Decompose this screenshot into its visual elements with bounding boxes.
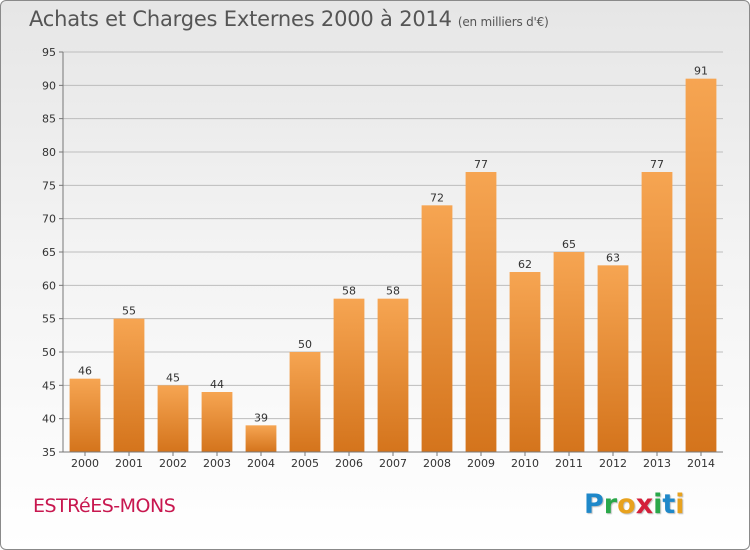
data-label-2009: 77 xyxy=(474,158,488,171)
y-tick-label: 50 xyxy=(42,346,56,359)
x-tick-label: 2010 xyxy=(511,457,539,470)
bar-2014 xyxy=(685,78,717,453)
x-tick-label: 2013 xyxy=(643,457,671,470)
data-label-2001: 55 xyxy=(122,305,136,318)
y-tick-label: 85 xyxy=(42,113,56,126)
bar-2000 xyxy=(69,378,101,452)
logo-letter: i xyxy=(675,489,685,520)
bar-2004 xyxy=(245,425,277,452)
bar-2007 xyxy=(377,298,409,452)
bar-2010 xyxy=(509,272,541,452)
y-tick-label: 90 xyxy=(42,79,56,92)
y-tick-label: 70 xyxy=(42,213,56,226)
bar-2009 xyxy=(465,172,497,452)
y-tick-label: 75 xyxy=(42,179,56,192)
logo-letter: t xyxy=(662,489,676,520)
x-tick-label: 2009 xyxy=(467,457,495,470)
logo-letter: o xyxy=(617,489,636,520)
y-tick-label: 65 xyxy=(42,246,56,259)
chart-subtitle: (en milliers d'€) xyxy=(457,15,549,29)
logo-letter: i xyxy=(653,489,663,520)
data-label-2006: 58 xyxy=(342,285,356,298)
x-tick-label: 2014 xyxy=(687,457,715,470)
data-label-2013: 77 xyxy=(650,158,664,171)
y-tick-label: 35 xyxy=(42,446,56,459)
data-label-2002: 45 xyxy=(166,371,180,384)
data-label-2014: 91 xyxy=(694,65,708,78)
bar-2005 xyxy=(289,352,321,452)
commune-name: ESTRéES-MONS xyxy=(33,495,176,517)
bar-2003 xyxy=(201,392,233,452)
x-tick-label: 2012 xyxy=(599,457,627,470)
chart-title: Achats et Charges Externes 2000 à 2014 (e… xyxy=(29,7,549,31)
data-label-2004: 39 xyxy=(254,411,268,424)
proxiti-logo: Proxiti xyxy=(584,489,685,520)
x-tick-label: 2006 xyxy=(335,457,363,470)
bar-2012 xyxy=(597,265,629,452)
data-label-2005: 50 xyxy=(298,338,312,351)
bar-2011 xyxy=(553,252,585,452)
y-tick-label: 80 xyxy=(42,146,56,159)
x-tick-label: 2008 xyxy=(423,457,451,470)
logo-letter: r xyxy=(603,489,618,520)
bar-2013 xyxy=(641,172,673,452)
data-label-2012: 63 xyxy=(606,251,620,264)
data-label-2010: 62 xyxy=(518,258,532,271)
bar-2006 xyxy=(333,298,365,452)
x-tick-label: 2007 xyxy=(379,457,407,470)
y-tick-label: 95 xyxy=(42,46,56,59)
y-tick-label: 40 xyxy=(42,413,56,426)
data-label-2003: 44 xyxy=(210,378,224,391)
x-tick-label: 2011 xyxy=(555,457,583,470)
x-tick-label: 2000 xyxy=(71,457,99,470)
data-label-2007: 58 xyxy=(386,285,400,298)
bar-2002 xyxy=(157,385,189,452)
x-tick-label: 2004 xyxy=(247,457,275,470)
y-tick-label: 45 xyxy=(42,379,56,392)
y-tick-label: 60 xyxy=(42,279,56,292)
bar-2001 xyxy=(113,318,145,452)
x-tick-label: 2001 xyxy=(115,457,143,470)
bar-2008 xyxy=(421,205,453,452)
x-tick-label: 2003 xyxy=(203,457,231,470)
logo-letter: P xyxy=(584,489,604,520)
data-label-2000: 46 xyxy=(78,365,92,378)
x-tick-label: 2005 xyxy=(291,457,319,470)
data-label-2008: 72 xyxy=(430,191,444,204)
data-label-2011: 65 xyxy=(562,238,576,251)
logo-letter: x xyxy=(635,489,654,520)
x-tick-label: 2002 xyxy=(159,457,187,470)
y-tick-label: 55 xyxy=(42,313,56,326)
